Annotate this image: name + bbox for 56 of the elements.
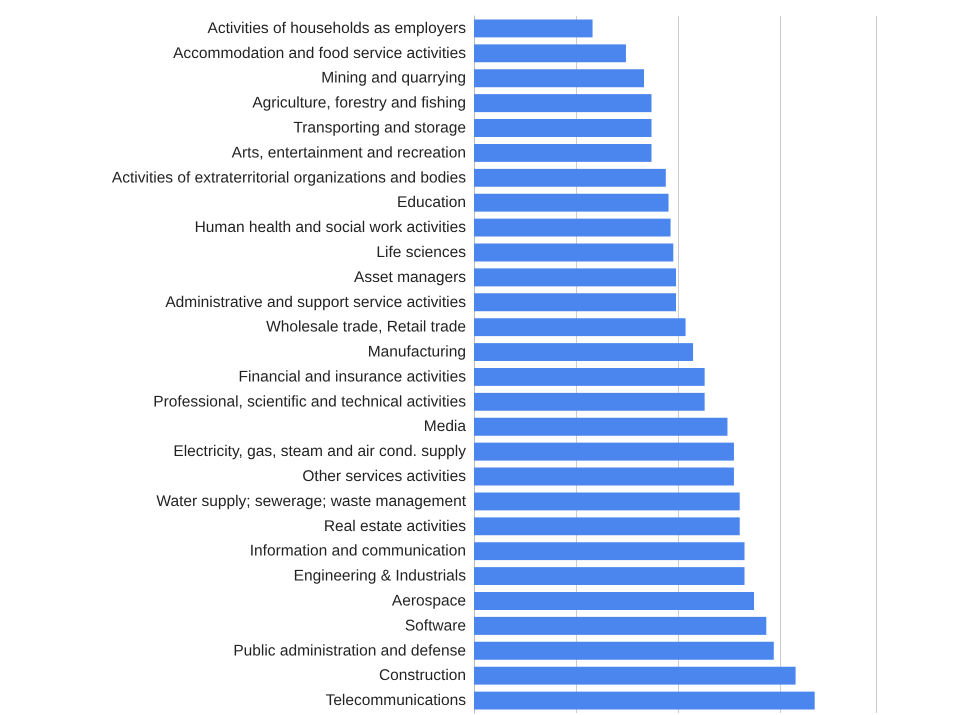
y-tick-label: Agriculture, forestry and fishing <box>252 94 466 112</box>
y-tick-label: Electricity, gas, steam and air cond. supply <box>173 443 466 460</box>
bar <box>474 642 774 660</box>
y-tick-label: Media <box>424 418 466 436</box>
bar <box>474 69 644 88</box>
y-tick-label: Real estate activities <box>324 518 466 535</box>
y-tick-label: Accommodation and food service activities <box>173 44 466 62</box>
y-tick-label: Education <box>397 194 466 212</box>
bar <box>474 542 744 560</box>
bar <box>474 44 626 62</box>
bar <box>474 94 652 112</box>
y-tick-label: Telecommunications <box>326 692 466 710</box>
y-tick-label: Human health and social work activities <box>194 219 466 236</box>
bar <box>474 119 652 137</box>
y-tick-label: Software <box>404 617 466 634</box>
bar <box>474 666 796 685</box>
bar <box>474 168 666 187</box>
bar <box>474 442 734 461</box>
y-tick-label: Transporting and storage <box>293 120 466 137</box>
y-tick-label: Life sciences <box>376 244 466 261</box>
y-tick-label: Financial and insurance activities <box>238 368 466 386</box>
y-tick-label: Public administration and defense <box>233 642 466 660</box>
y-tick-label: Activities of extraterritorial organizations and bodies <box>112 169 466 186</box>
y-tick-label: Mining and quarrying <box>321 70 466 87</box>
y-tick-label: Other services activities <box>302 468 466 486</box>
y-tick-label: Wholesale trade, Retail trade <box>266 318 466 336</box>
y-tick-label: Information and communication <box>250 542 466 560</box>
bar <box>474 392 705 411</box>
y-tick-label: Arts, entertainment and recreation <box>232 144 466 162</box>
y-tick-label: Construction <box>378 667 466 684</box>
bar <box>474 592 754 610</box>
y-tick-label: Manufacturing <box>368 344 466 361</box>
bar <box>474 492 740 510</box>
bar <box>474 19 593 38</box>
bar <box>474 244 674 262</box>
bar <box>474 418 728 436</box>
bar <box>474 268 676 286</box>
bar <box>474 144 652 162</box>
y-tick-label: Engineering & Industrials <box>294 568 466 585</box>
y-tick-label: Asset managers <box>354 268 466 286</box>
y-tick-label: Activities of households as employers <box>208 20 466 37</box>
bar <box>474 318 686 336</box>
bar <box>474 368 705 386</box>
bar <box>474 616 766 635</box>
bar <box>474 692 815 710</box>
bar <box>474 343 694 362</box>
bar <box>474 567 744 586</box>
bar <box>474 194 669 212</box>
bar <box>474 293 676 312</box>
bar <box>474 468 734 486</box>
y-tick-label: Aerospace <box>392 592 466 610</box>
y-tick-label: Administrative and support service activities <box>165 294 466 311</box>
bar <box>474 517 740 536</box>
y-tick-label: Water supply; sewerage; waste management <box>156 492 467 510</box>
bar <box>474 218 671 237</box>
y-tick-label: Professional, scientific and technical activities <box>153 393 466 410</box>
